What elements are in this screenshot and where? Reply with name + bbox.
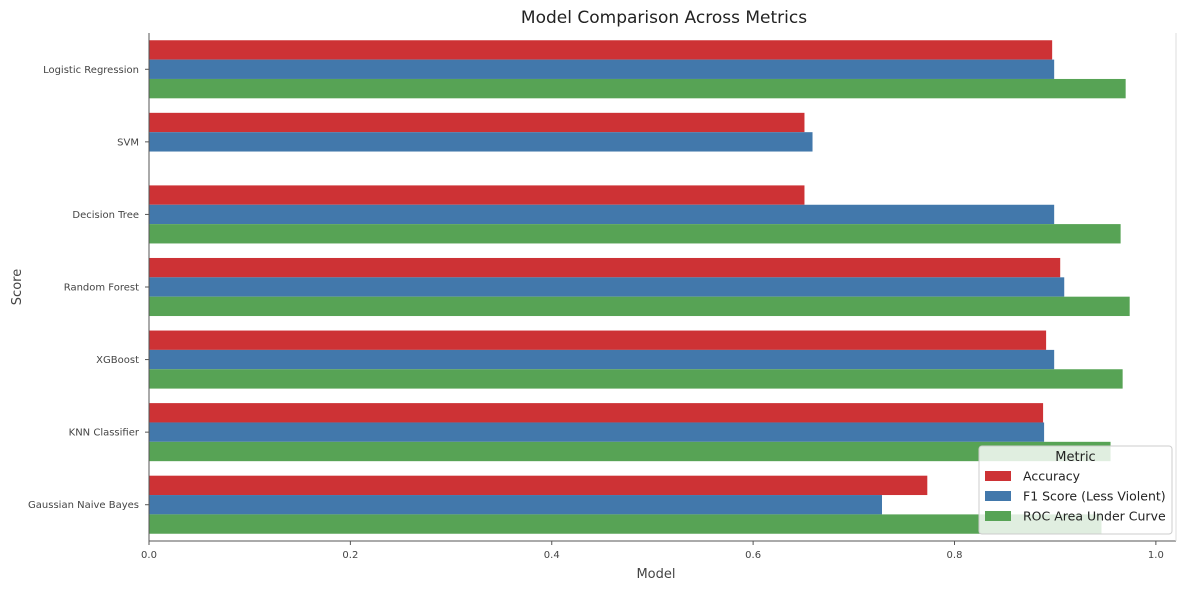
x-axis-label: Model [636, 567, 675, 582]
chart-title: Model Comparison Across Metrics [521, 8, 807, 28]
bars-group [149, 40, 1130, 534]
y-tick-label: Decision Tree [72, 210, 139, 221]
bar-roc-area-under-curve-gaussian-naive-bayes [149, 514, 1102, 534]
legend-swatch [985, 511, 1011, 521]
axes-group: 0.0 0.2 0.4 0.6 0.8 1.0 Logistic Regression SVM… [28, 33, 1177, 561]
bar-f1-score-less-violent--gaussian-naive-bayes [149, 495, 882, 515]
bar-f1-score-less-violent--xgboost [149, 349, 1055, 370]
legend: Metric Accuracy F1 Score (Less Violent) ROC… [978, 445, 1173, 535]
y-tick-label: Gaussian Naive Bayes [28, 500, 139, 511]
bar-accuracy-svm [149, 112, 805, 133]
bar-accuracy-logistic-regression [149, 40, 1053, 60]
bar-f1-score-less-violent--knn-classifier [149, 422, 1045, 442]
bar-accuracy-gaussian-naive-bayes [149, 475, 928, 496]
legend-entry: F1 Score (Less Violent) [1023, 489, 1166, 504]
bar-f1-score-less-violent--random-forest [149, 277, 1065, 297]
y-tick-label: Logistic Regression [43, 65, 139, 76]
x-tick-label: 0.4 [544, 550, 560, 561]
bar-roc-area-under-curve-knn-classifier [149, 441, 1111, 462]
y-tick-label: Random Forest [64, 283, 139, 294]
y-tick-label: SVM [117, 137, 139, 148]
x-tick-label: 1.0 [1148, 550, 1164, 561]
y-tick-label: KNN Classifier [69, 428, 140, 439]
bar-roc-area-under-curve-decision-tree [149, 224, 1121, 244]
y-tick-label: XGBoost [96, 355, 139, 366]
x-tick-label: 0.6 [745, 550, 761, 561]
bar-roc-area-under-curve-xgboost [149, 369, 1123, 389]
legend-swatch [985, 491, 1011, 501]
y-axis-label: Score [10, 269, 25, 305]
bar-accuracy-random-forest [149, 257, 1061, 278]
bar-roc-area-under-curve-random-forest [149, 296, 1130, 317]
bar-f1-score-less-violent--decision-tree [149, 204, 1055, 225]
bar-accuracy-xgboost [149, 330, 1047, 350]
bar-f1-score-less-violent--logistic-regression [149, 59, 1055, 79]
legend-title: Metric [1055, 450, 1095, 465]
bar-roc-area-under-curve-logistic-regression [149, 78, 1126, 99]
legend-entry: ROC Area Under Curve [1023, 509, 1166, 524]
legend-entry: Accuracy [1023, 469, 1081, 484]
x-tick-label: 0.2 [342, 550, 358, 561]
legend-swatch [985, 471, 1011, 481]
bar-accuracy-decision-tree [149, 185, 805, 205]
bar-f1-score-less-violent--svm [149, 132, 813, 152]
legend-box [978, 445, 1173, 535]
x-tick-label: 0.8 [947, 550, 963, 561]
bar-accuracy-knn-classifier [149, 403, 1044, 423]
x-tick-label: 0.0 [141, 550, 157, 561]
